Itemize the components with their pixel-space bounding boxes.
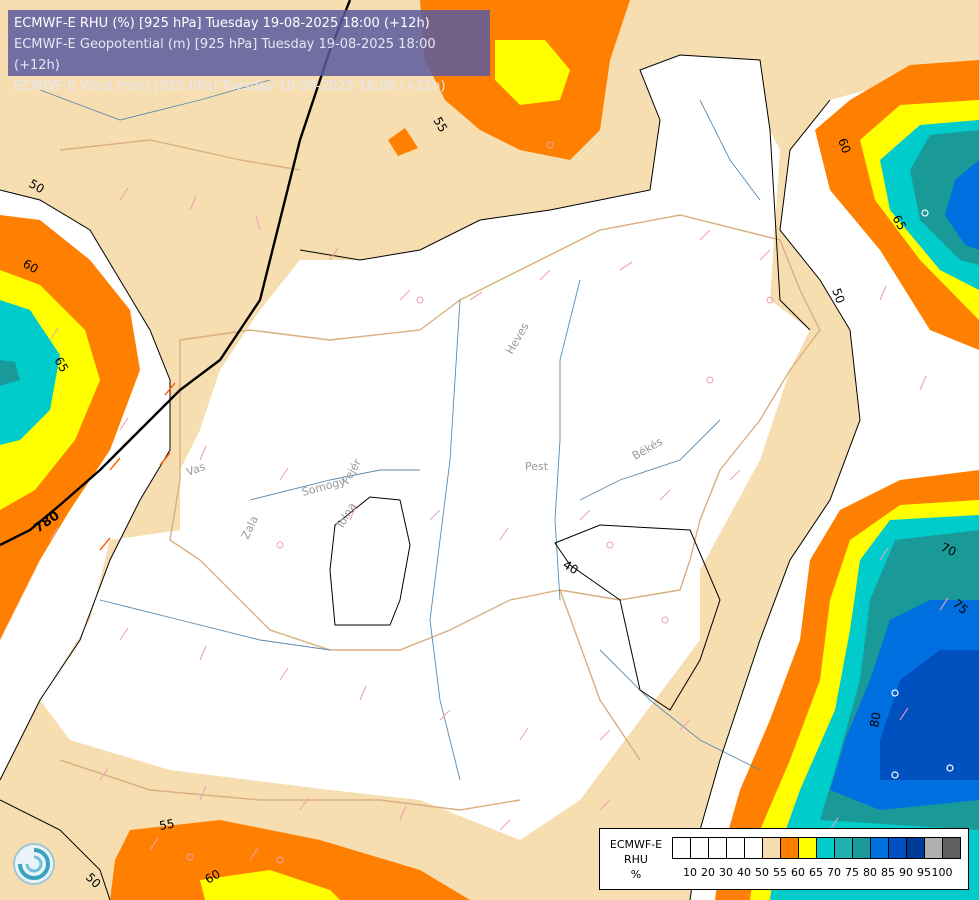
legend-swatch bbox=[888, 837, 907, 859]
legend-tick: 75 bbox=[845, 866, 859, 879]
rhu-rb-85 bbox=[880, 650, 979, 780]
legend-swatch bbox=[690, 837, 709, 859]
calm-circles-dark bbox=[891, 209, 954, 779]
legend-tick: 30 bbox=[719, 866, 733, 879]
legend-swatch bbox=[744, 837, 763, 859]
rhu-top-65 bbox=[495, 40, 570, 105]
legend-swatch bbox=[906, 837, 925, 859]
legend-tick: 60 bbox=[791, 866, 805, 879]
legend-swatch bbox=[942, 837, 961, 859]
borders bbox=[59, 139, 821, 811]
legend-tick: 10 bbox=[683, 866, 697, 879]
legend-swatch bbox=[798, 837, 817, 859]
legend-tick: 65 bbox=[809, 866, 823, 879]
ecmwf-logo-icon bbox=[12, 842, 56, 886]
contour-label: 65 bbox=[889, 213, 909, 233]
legend-swatch bbox=[762, 837, 781, 859]
legend-swatch bbox=[924, 837, 943, 859]
rhu-bottom-65 bbox=[200, 870, 340, 900]
contour-label: 40 bbox=[561, 557, 581, 577]
rhu-50-contours bbox=[0, 54, 861, 900]
contour-label: 50 bbox=[27, 176, 47, 196]
contour-label: 55 bbox=[158, 817, 175, 833]
map-title-box: ECMWF-E RHU (%) [925 hPa] Tuesday 19-08-… bbox=[8, 10, 490, 94]
legend-variable: RHU bbox=[624, 853, 648, 866]
legend-tick: 20 bbox=[701, 866, 715, 879]
contour-label: 55 bbox=[430, 115, 450, 135]
title-line-geopotential: ECMWF-E Geopotential (m) [925 hPa] Tuesd… bbox=[14, 37, 436, 73]
contour-label: 50 bbox=[829, 286, 847, 305]
region-label: Pest bbox=[525, 460, 549, 473]
contour-label: 60 bbox=[835, 136, 853, 155]
legend-tick: 55 bbox=[773, 866, 787, 879]
legend-tick: 80 bbox=[863, 866, 877, 879]
region-label: Vas bbox=[185, 460, 208, 479]
legend-tick: 70 bbox=[827, 866, 841, 879]
legend-tick: 50 bbox=[755, 866, 769, 879]
rhu-rt-80 bbox=[945, 160, 979, 250]
legend-swatch bbox=[834, 837, 853, 859]
wind-barbs-orange bbox=[99, 382, 176, 551]
contour-label: 80 bbox=[867, 711, 883, 728]
legend-swatch bbox=[852, 837, 871, 859]
geopotential-780-line bbox=[0, 0, 352, 547]
legend-swatch bbox=[780, 837, 799, 859]
rhu-left-70 bbox=[0, 300, 60, 445]
legend-color-swatches bbox=[672, 837, 961, 859]
legend-swatch bbox=[816, 837, 835, 859]
title-line-rhu: ECMWF-E RHU (%) [925 hPa] Tuesday 19-08-… bbox=[14, 16, 430, 31]
contour-label: 60 bbox=[21, 256, 41, 276]
rhu-left-75 bbox=[0, 360, 20, 386]
rhu-40-contours bbox=[329, 496, 721, 711]
rhu-legend: ECMWF-E RHU % 10 20 30 40 50 55 60 65 70 75 80 85 90… bbox=[599, 828, 969, 890]
legend-unit: % bbox=[630, 868, 642, 881]
legend-tick: 85 bbox=[881, 866, 895, 879]
legend-tick: 100 bbox=[931, 866, 953, 879]
legend-model: ECMWF-E bbox=[609, 838, 663, 851]
rhu-top-small bbox=[388, 128, 418, 156]
contour-label: 60 bbox=[203, 867, 223, 887]
title-line-wind: ECMWF-E Wind (m/s) [925 hPa] Tuesday 19-… bbox=[14, 79, 446, 94]
contour-label: 65 bbox=[51, 355, 71, 375]
calm-circles bbox=[186, 141, 774, 864]
legend-swatch bbox=[870, 837, 889, 859]
contour-label: 70 bbox=[939, 540, 959, 559]
wind-barbs bbox=[49, 187, 949, 861]
rivers bbox=[39, 79, 761, 781]
legend-swatch bbox=[672, 837, 691, 859]
legend-tick: 90 bbox=[899, 866, 913, 879]
legend-tick: 40 bbox=[737, 866, 751, 879]
legend-tick: 95 bbox=[917, 866, 931, 879]
legend-swatch bbox=[726, 837, 745, 859]
legend-swatch bbox=[708, 837, 727, 859]
